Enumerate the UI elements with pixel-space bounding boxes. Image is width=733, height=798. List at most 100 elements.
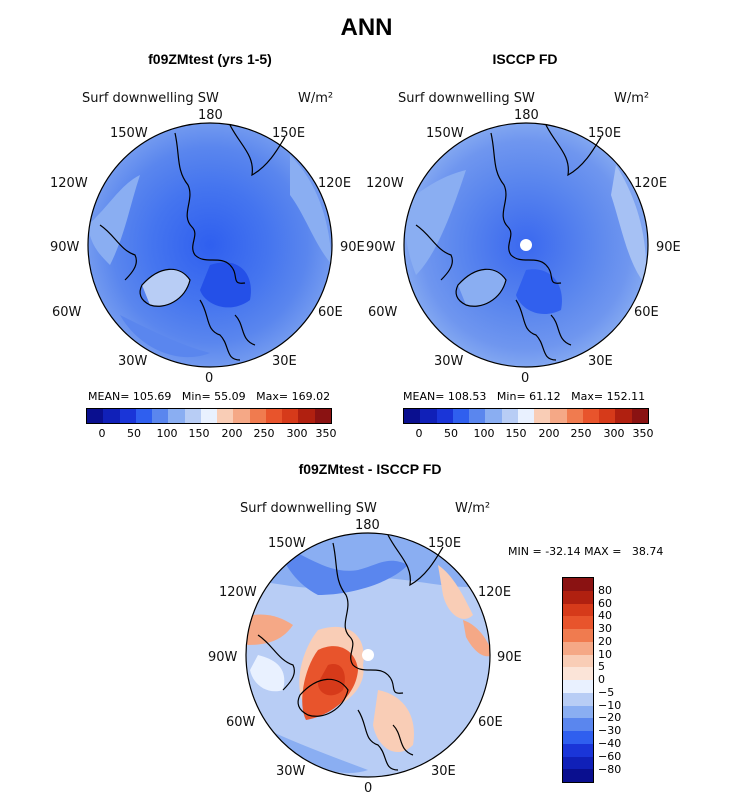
colorbar-swatch: [298, 409, 315, 423]
panel2-field-light: [611, 165, 647, 285]
panel3-title: f09ZMtest - ISCCP FD: [298, 461, 442, 477]
panel3-max-label: MAX =: [584, 545, 622, 558]
panel2-lon-0: 0: [521, 371, 530, 386]
panel1-lon-90e: 90E: [340, 240, 365, 255]
colorbar-swatch: [563, 616, 593, 629]
panel1-field-light: [290, 155, 332, 265]
colorbar-tick: −40: [598, 737, 622, 750]
panel3-lon-0: 0: [364, 781, 373, 796]
colorbar-tick: −10: [598, 699, 622, 712]
colorbar-swatch: [550, 409, 567, 423]
colorbar-tick: 100: [473, 427, 495, 440]
panel1-units-label: W/m²: [298, 91, 334, 106]
colorbar-tick: 60: [598, 597, 612, 610]
colorbar-swatch: [282, 409, 299, 423]
colorbar-tick: −5: [598, 686, 615, 699]
colorbar-swatch: [436, 409, 453, 423]
panel2-greenland: [458, 269, 506, 307]
colorbar-swatch: [563, 578, 593, 591]
colorbar-swatch: [563, 629, 593, 642]
colorbar-swatch: [420, 409, 437, 423]
panel3-lon-30e: 30E: [431, 764, 456, 779]
panel1-greenland: [142, 269, 190, 307]
panel3-lon-60w: 60W: [226, 715, 256, 730]
panel2-lon-60e: 60E: [634, 305, 659, 320]
colorbar-tick: 30: [598, 622, 612, 635]
panel2-lon-90w: 90W: [366, 240, 396, 255]
panel1-mean-label: MEAN=: [88, 390, 130, 403]
colorbar-tick: 5: [598, 660, 605, 673]
panel3-lon-60e: 60E: [478, 715, 503, 730]
panel2-polar-map: [403, 122, 649, 368]
panel2-max-label: Max=: [571, 390, 604, 403]
panel1-variable-label: Surf downwelling SW: [82, 91, 219, 106]
panel1-min-value: 55.09: [214, 390, 246, 403]
colorbar-swatch: [249, 409, 266, 423]
colorbar-swatch: [563, 692, 593, 706]
colorbar-swatch: [563, 718, 593, 731]
colorbar-tick: 150: [505, 427, 527, 440]
colorbar-tick: 350: [315, 427, 337, 440]
colorbar-swatch: [563, 680, 593, 693]
colorbar-swatch: [563, 654, 593, 668]
panel3-field-negative: [258, 725, 368, 773]
colorbar-swatch: [566, 409, 583, 423]
panel1-map-border: [87, 122, 333, 368]
colorbar-swatch: [563, 705, 593, 719]
colorbar-tick: 40: [598, 609, 612, 622]
panel2-stats: MEAN= 108.53 Min= 61.12 Max= 152.11: [403, 390, 645, 403]
colorbar-swatch: [631, 409, 648, 423]
colorbar-swatch: [582, 409, 600, 423]
panel2-mean-value: 108.53: [447, 390, 487, 403]
panel2-lon-150w: 150W: [426, 126, 464, 141]
colorbar-swatch: [501, 409, 518, 423]
panel1-lon-150w: 150W: [110, 126, 148, 141]
panel3-max-value: 38.74: [631, 545, 664, 558]
colorbar-swatch: [563, 731, 593, 744]
colorbar-tick: 350: [632, 427, 654, 440]
colorbar-swatch: [534, 409, 551, 423]
colorbar-tick: 0: [98, 427, 106, 440]
panel3-field-negative-strong: [278, 545, 408, 595]
colorbar-tick: 250: [570, 427, 592, 440]
colorbar-tick: 250: [253, 427, 275, 440]
colorbar-swatch: [485, 409, 502, 423]
colorbar-swatch: [152, 409, 169, 423]
colorbar-tick: 150: [188, 427, 210, 440]
colorbar-tick: 300: [603, 427, 625, 440]
panel3-colorbar-ticks: 80 60 40 30 20 10 5 0 −5 −10 −20 −30 −40…: [598, 577, 638, 781]
panel3-field-positive: [463, 620, 490, 657]
panel2-title: ISCCP FD: [492, 51, 558, 67]
panel1-lon-90w: 90W: [50, 240, 80, 255]
panel2-min-label: Min=: [496, 390, 526, 403]
panel3-variable-label: Surf downwelling SW: [240, 501, 377, 516]
panel3-lon-120e: 120E: [478, 585, 512, 600]
panel2-min-value: 61.12: [529, 390, 561, 403]
panel1-coastlines: [99, 124, 286, 361]
colorbar-tick: −30: [598, 724, 622, 737]
panel3-map-border: [245, 532, 491, 778]
panel1-field-mid: [120, 315, 210, 358]
colorbar-swatch: [563, 641, 593, 655]
panel2-lon-120w: 120W: [366, 176, 404, 191]
panel1-stats: MEAN= 105.69 Min= 55.09 Max= 169.02: [88, 390, 330, 403]
colorbar-tick: 0: [598, 673, 605, 686]
colorbar-swatch: [87, 409, 104, 423]
panel2-colorbar: [403, 408, 649, 424]
panel3-lon-180: 180: [355, 518, 380, 533]
colorbar-swatch: [314, 409, 331, 423]
panel2-pole-hole: [520, 239, 532, 251]
colorbar-swatch: [615, 409, 632, 423]
panel1-lon-30w: 30W: [118, 354, 148, 369]
panel3-stats: MIN = -32.14 MAX = 38.74: [508, 545, 663, 558]
panel1-lon-60w: 60W: [52, 305, 82, 320]
panel2-lon-30w: 30W: [434, 354, 464, 369]
colorbar-tick: 100: [156, 427, 178, 440]
colorbar-swatch: [404, 409, 421, 423]
panel1-lon-120w: 120W: [50, 176, 88, 191]
panel2-coastlines: [415, 124, 602, 361]
colorbar-swatch: [233, 409, 250, 423]
panel2-lon-60w: 60W: [368, 305, 398, 320]
colorbar-tick: 10: [598, 648, 612, 661]
panel1-polar-map: [87, 122, 333, 368]
